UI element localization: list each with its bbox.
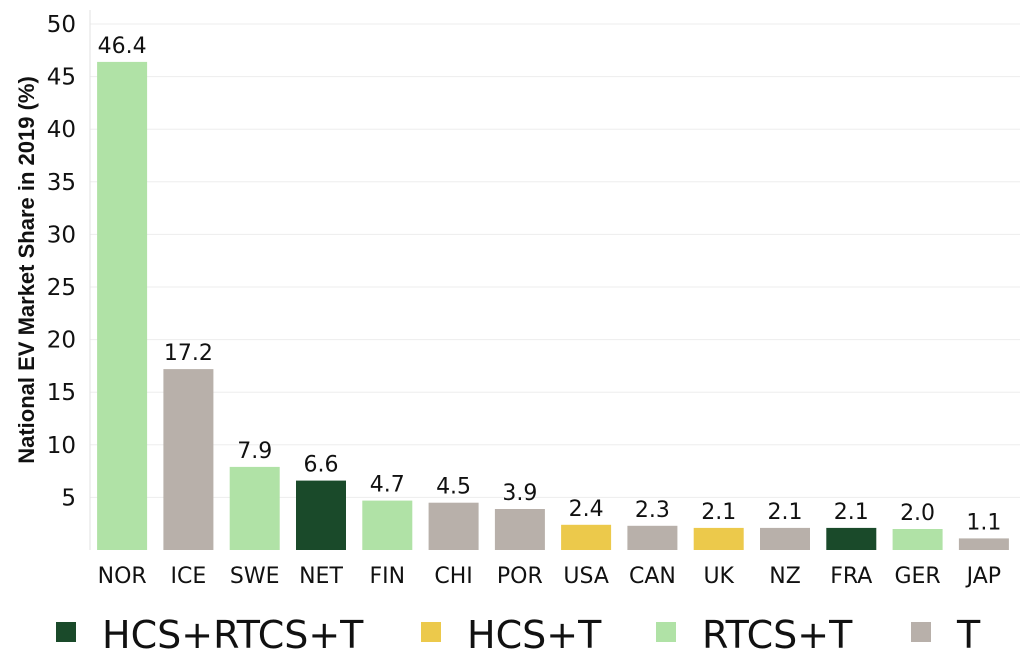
legend: HCS+RTCS+T HCS+T RTCS+T T [56,613,981,657]
y-tick-label: 30 [47,222,76,248]
y-tick-label: 40 [47,117,76,143]
data-label: 1.1 [966,510,1001,535]
bar-ice [163,369,214,550]
y-axis-label: National EV Market Share in 2019 (%) [14,76,39,464]
data-label: 17.2 [164,341,213,366]
data-label: 7.9 [237,439,272,464]
data-label: 6.6 [304,453,339,478]
y-tick-label: 5 [61,485,76,511]
y-tick-label: 20 [47,328,76,354]
y-tick-label: 35 [47,170,76,196]
x-tick-label: GER [894,564,940,589]
bar-net [296,480,346,550]
legend-label: HCS+T [467,613,602,657]
data-label: 2.1 [834,500,869,525]
x-tick-label: USA [563,564,609,589]
data-label: 2.4 [569,497,604,522]
x-tick-label: FRA [830,564,872,589]
y-tick-label: 15 [47,380,76,406]
legend-label: T [956,613,981,657]
bar-jap [958,538,1009,550]
bar-chi [428,502,479,550]
legend-label: RTCS+T [702,613,853,657]
legend-swatch [656,622,676,642]
data-label: 4.7 [370,473,405,498]
bar-nz [760,527,810,550]
y-tick-label: 25 [47,275,76,301]
x-tick-label: SWE [230,564,280,589]
bar-swe [229,466,280,550]
bar-fra [826,527,877,550]
data-label: 46.4 [98,34,147,59]
data-labels: 46.4 17.2 7.9 6.6 4.7 4.5 3.9 2.4 2.3 2.1 2.1 2.1 2.… [98,34,1002,536]
x-tick-label: ICE [171,564,207,589]
bar-por [494,509,545,550]
legend-label: HCS+RTCS+T [102,613,364,657]
data-label: 2.1 [768,500,803,525]
bar-usa [561,524,612,550]
legend-swatch [911,622,931,642]
gridlines [90,23,1020,498]
x-tick-label: JAP [965,564,1001,589]
data-label: 2.0 [900,501,935,526]
x-tick-label: CHI [434,564,472,589]
bars [97,61,1009,551]
x-tick-label: UK [703,564,734,589]
bar-can [627,525,678,550]
x-tick-label: NOR [98,564,147,589]
bar-fin [362,500,413,550]
y-tick-label: 50 [47,12,76,38]
y-tick-label: 45 [47,65,76,91]
legend-swatch [56,622,76,642]
data-label: 2.1 [701,500,736,525]
x-tick-label: NZ [769,564,801,589]
data-label: 2.3 [635,498,670,523]
bar-ger [892,529,943,550]
x-tick-labels: NOR ICE SWE NET FIN CHI POR USA CAN UK NZ FRA GER JAP [98,564,1001,589]
y-tick-labels: 5 10 15 20 25 30 35 40 45 50 [47,12,76,511]
x-tick-label: FIN [369,564,405,589]
x-tick-label: NET [299,564,343,589]
x-tick-label: CAN [629,564,676,589]
data-label: 4.5 [436,475,471,500]
y-tick-label: 10 [47,433,76,459]
legend-swatch [421,622,441,642]
bar-uk [693,527,744,550]
data-label: 3.9 [502,481,537,506]
bar-nor [97,61,148,551]
x-tick-label: POR [497,564,543,589]
